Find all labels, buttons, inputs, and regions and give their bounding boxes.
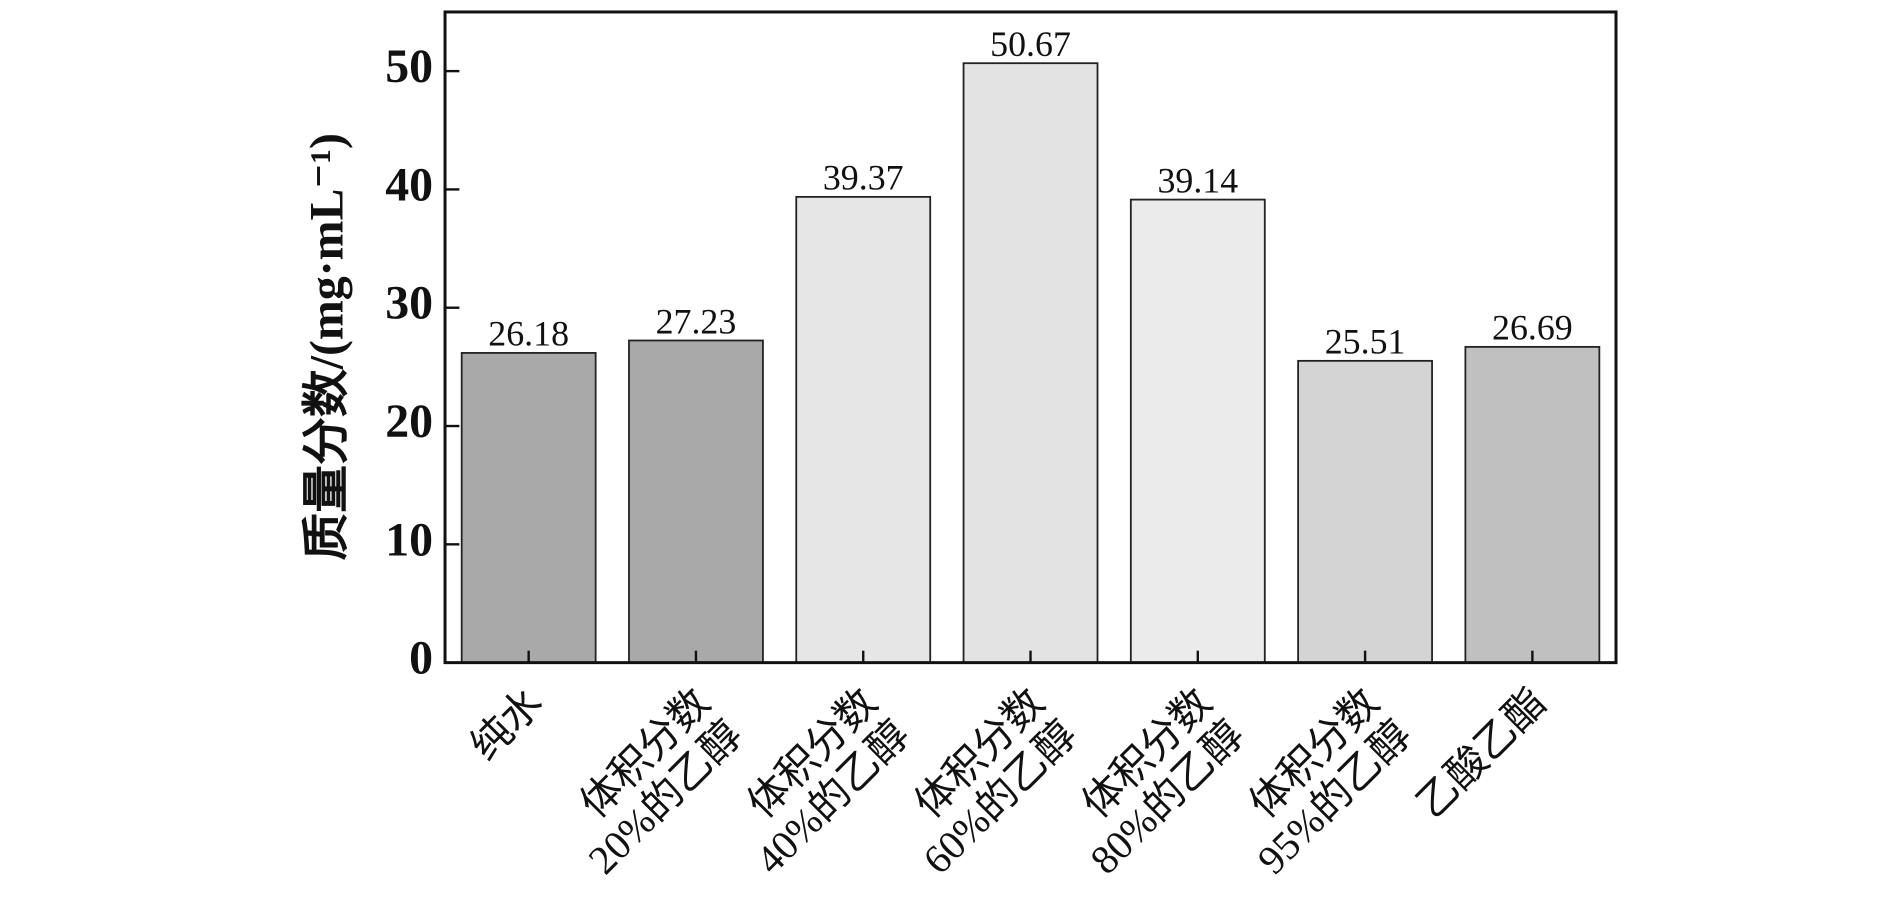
y-axis-label: 质量分数/(mg·mL⁻¹) <box>300 133 353 561</box>
plot-frame <box>443 10 1618 665</box>
y-tick-label: 30 <box>385 277 433 330</box>
x-tick-label-line: 乙酸乙酯 <box>1408 680 1555 827</box>
y-tick-label: 50 <box>385 40 433 93</box>
bar <box>962 62 1099 664</box>
bar <box>628 339 764 664</box>
x-tick-label: 乙酸乙酯 <box>1408 680 1555 827</box>
value-label: 39.37 <box>823 158 904 198</box>
bar <box>1129 198 1266 664</box>
value-label: 26.18 <box>488 314 569 354</box>
value-label: 25.51 <box>1325 322 1406 362</box>
value-label: 50.67 <box>990 24 1071 64</box>
value-label: 26.69 <box>1492 308 1573 348</box>
y-tick-label: 0 <box>409 632 433 685</box>
value-label: 39.14 <box>1157 160 1238 200</box>
x-tick-label-line: 纯水 <box>462 680 551 769</box>
y-tick-label: 10 <box>385 513 433 566</box>
y-tick-label: 40 <box>385 158 433 211</box>
value-label: 27.23 <box>656 301 737 341</box>
y-tick-label: 20 <box>385 395 433 448</box>
x-tick-label: 纯水 <box>462 680 551 769</box>
bar <box>460 352 597 664</box>
bar <box>1464 345 1601 664</box>
bar <box>795 195 932 664</box>
bar <box>1297 359 1433 664</box>
